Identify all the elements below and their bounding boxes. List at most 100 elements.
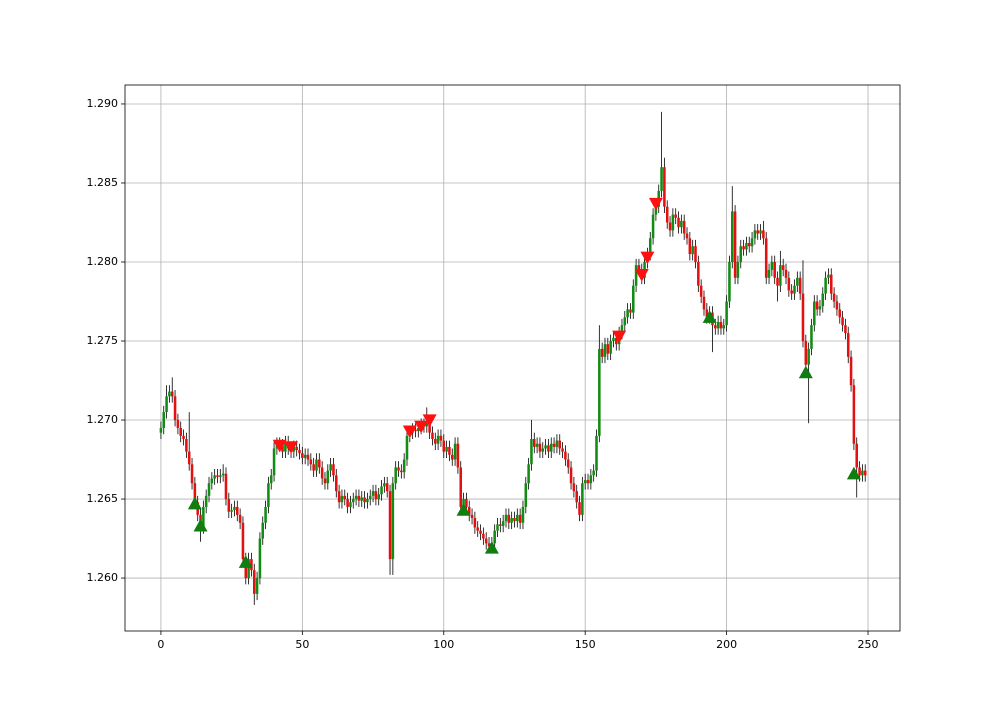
candle-body bbox=[781, 265, 785, 270]
candle-body bbox=[473, 518, 477, 528]
x-tick-label: 100 bbox=[433, 638, 454, 651]
candle-body bbox=[159, 427, 163, 433]
candle-body bbox=[360, 497, 364, 501]
candle-body bbox=[346, 499, 349, 507]
candle-body bbox=[383, 483, 386, 487]
y-tick-label: 1.275 bbox=[87, 334, 119, 347]
candle-body bbox=[533, 438, 536, 447]
candle-body bbox=[793, 285, 796, 294]
y-tick-label: 1.260 bbox=[87, 571, 119, 584]
grid bbox=[125, 85, 900, 631]
candle-body bbox=[187, 451, 191, 465]
candle-body bbox=[434, 438, 437, 444]
candle-body bbox=[258, 538, 262, 579]
candle-body bbox=[626, 309, 629, 318]
candle-body bbox=[326, 470, 330, 484]
candle-body bbox=[762, 230, 765, 239]
candle-body bbox=[193, 483, 197, 503]
candle-body bbox=[518, 514, 522, 523]
candle-body bbox=[671, 214, 675, 231]
candle-body bbox=[391, 483, 395, 560]
sell-signal bbox=[414, 420, 429, 434]
candle-body bbox=[462, 499, 465, 507]
candle-body bbox=[496, 524, 499, 531]
candle-body bbox=[818, 306, 822, 310]
candle-body bbox=[668, 222, 672, 231]
candle-body bbox=[247, 559, 250, 579]
candle-body bbox=[665, 206, 669, 223]
candle-body bbox=[261, 522, 265, 539]
candle-body bbox=[269, 475, 273, 484]
candle-body bbox=[255, 578, 259, 594]
candle-body bbox=[397, 467, 400, 471]
sell-signal bbox=[640, 251, 655, 265]
candle-body bbox=[598, 348, 601, 436]
candle-body bbox=[323, 478, 327, 484]
candle-body bbox=[176, 420, 180, 428]
sell-signal bbox=[612, 330, 627, 344]
candle-body bbox=[219, 475, 222, 477]
candle-body bbox=[371, 491, 375, 496]
candle-body bbox=[329, 464, 332, 471]
candle-body bbox=[513, 518, 516, 522]
candle-body bbox=[586, 480, 590, 484]
candle-body bbox=[572, 483, 576, 492]
candle-body bbox=[501, 521, 505, 526]
candle-body bbox=[569, 467, 573, 484]
candle-body bbox=[524, 483, 528, 507]
candle-body bbox=[402, 459, 406, 473]
candle-body bbox=[470, 514, 474, 519]
candle-body bbox=[694, 246, 697, 262]
candle-body bbox=[592, 470, 595, 476]
buy-signal bbox=[484, 541, 499, 554]
candle-body bbox=[467, 506, 471, 515]
candle-body bbox=[549, 443, 553, 452]
candle-body bbox=[790, 290, 793, 294]
axes: 1.260 1.265 1.270 1.275 1.280 1.285 1.290 0 50 10… bbox=[87, 97, 879, 651]
candle-body bbox=[335, 475, 338, 492]
x-tick-label: 50 bbox=[295, 638, 309, 651]
candle-body bbox=[332, 464, 335, 476]
candle-body bbox=[499, 524, 502, 526]
candle-body bbox=[773, 261, 776, 278]
candle-body bbox=[182, 435, 185, 439]
candle-body bbox=[846, 333, 850, 357]
candle-body bbox=[547, 445, 550, 452]
candles bbox=[159, 111, 867, 605]
candle-body bbox=[801, 293, 805, 342]
candle-body bbox=[623, 317, 627, 326]
candle-body bbox=[250, 559, 253, 571]
candle-body bbox=[787, 277, 791, 291]
candle-body bbox=[815, 301, 819, 310]
candle-body bbox=[487, 543, 491, 547]
candle-body bbox=[363, 497, 366, 503]
candle-body bbox=[303, 454, 307, 458]
candle-body bbox=[394, 467, 397, 484]
candle-body bbox=[716, 322, 720, 329]
candle-body bbox=[244, 559, 248, 579]
y-tick-label: 1.270 bbox=[87, 413, 119, 426]
candle-body bbox=[685, 233, 689, 239]
candle-body bbox=[272, 448, 276, 476]
candle-body bbox=[425, 423, 429, 427]
candle-body bbox=[281, 445, 284, 452]
candle-body bbox=[821, 293, 825, 307]
candle-body bbox=[238, 514, 242, 523]
candle-body bbox=[620, 325, 624, 334]
candle-body bbox=[719, 322, 723, 329]
candle-body bbox=[829, 274, 833, 294]
candle-body bbox=[264, 506, 267, 523]
candle-body bbox=[516, 514, 519, 522]
candle-body bbox=[770, 261, 774, 270]
candle-body bbox=[702, 296, 706, 310]
candle-body bbox=[380, 486, 383, 495]
candle-body bbox=[340, 495, 344, 503]
candle-body bbox=[612, 337, 615, 342]
candle-body bbox=[697, 261, 700, 286]
candle-body bbox=[301, 453, 304, 458]
candle-body bbox=[312, 464, 315, 471]
candle-body bbox=[295, 446, 298, 451]
candle-body bbox=[756, 230, 760, 234]
candle-body bbox=[807, 348, 810, 365]
candle-body bbox=[354, 495, 358, 500]
